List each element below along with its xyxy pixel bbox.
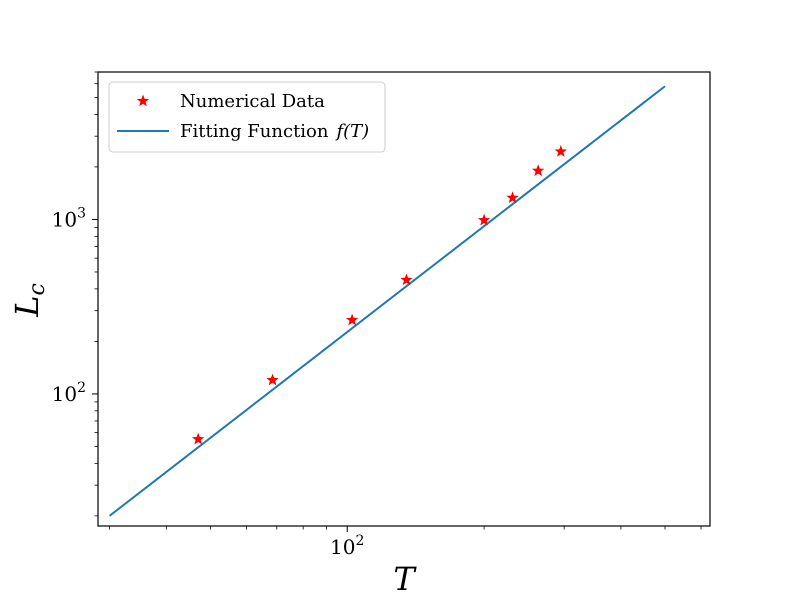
legend-box — [108, 81, 386, 153]
data-point — [554, 145, 567, 157]
data-point — [477, 213, 491, 226]
y-axis-label-sub: c — [25, 283, 50, 295]
data-point — [266, 373, 279, 386]
y-tick-label: 103 — [52, 205, 86, 231]
y-axis-label: Lc — [8, 283, 50, 318]
data-point — [191, 432, 205, 445]
legend-fit-math: f(T) — [334, 121, 369, 142]
plot-frame — [97, 71, 711, 527]
legend: Numerical Data Fitting Function f(T) — [108, 81, 386, 153]
x-tick-label: 102 — [330, 533, 364, 559]
legend-label-fitting-function: Fitting Function f(T) — [180, 121, 369, 142]
x-axis-label: T — [393, 560, 417, 598]
legend-label-numerical-data: Numerical Data — [180, 91, 325, 112]
data-point — [400, 273, 413, 286]
data-point — [531, 164, 545, 177]
legend-fit-name: Fitting Function — [180, 121, 329, 142]
ticks-layer: 102 102 103 — [52, 71, 702, 559]
data-point — [506, 191, 519, 204]
svg-text:Lc: Lc — [8, 283, 50, 318]
data-point — [345, 313, 359, 326]
legend-marker-star-icon — [136, 94, 150, 107]
fit-line — [108, 85, 666, 517]
plot-content — [108, 85, 666, 517]
y-axis-label-main: L — [8, 296, 46, 318]
y-tick-label: 102 — [52, 380, 86, 406]
